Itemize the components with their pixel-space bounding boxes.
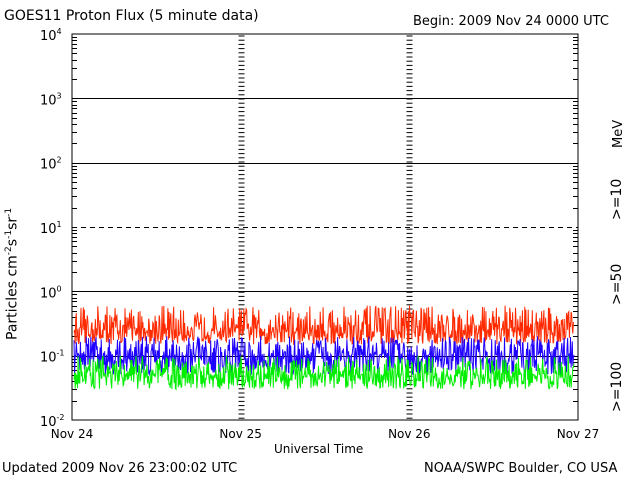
y-tick-label: 100 bbox=[40, 284, 62, 301]
updated-timestamp: Updated 2009 Nov 26 23:00:02 UTC bbox=[2, 461, 238, 476]
x-tick-label: Nov 26 bbox=[388, 427, 431, 441]
units-label: MeV bbox=[611, 119, 626, 148]
x-tick-label: Nov 27 bbox=[557, 427, 600, 441]
legend-ge50: >=50 bbox=[609, 263, 625, 305]
series-line-ge10 bbox=[73, 305, 574, 346]
series-line-ge100 bbox=[73, 355, 575, 392]
legend-ge10: >=10 bbox=[609, 178, 625, 220]
y-tick-label: 104 bbox=[40, 27, 62, 44]
y-tick-label: 102 bbox=[40, 156, 62, 173]
y-axis-label: Particles cm-2s-1sr-1 bbox=[4, 207, 21, 340]
chart-title: GOES11 Proton Flux (5 minute data) bbox=[4, 8, 259, 24]
x-tick-label: Nov 24 bbox=[51, 427, 94, 441]
credit-label: NOAA/SWPC Boulder, CO USA bbox=[424, 461, 618, 476]
y-tick-label: 103 bbox=[40, 91, 62, 108]
y-tick-label: 10-2 bbox=[40, 413, 65, 430]
x-axis-label: Universal Time bbox=[274, 442, 364, 456]
y-tick-label: 10-1 bbox=[40, 349, 65, 366]
x-tick-label: Nov 25 bbox=[219, 427, 262, 441]
begin-date-label: Begin: 2009 Nov 24 0000 UTC bbox=[413, 14, 609, 29]
legend-ge100: >=100 bbox=[609, 361, 625, 412]
y-tick-label: 101 bbox=[40, 220, 62, 237]
